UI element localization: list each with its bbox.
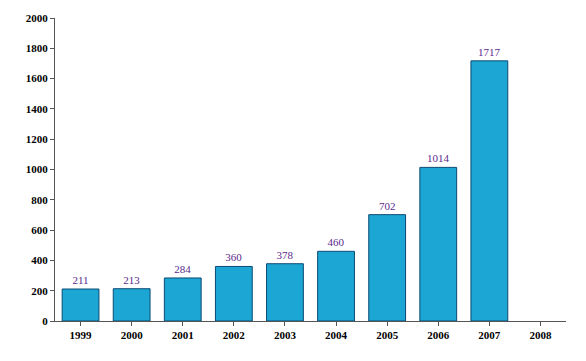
svg-text:284: 284	[174, 263, 191, 275]
svg-text:800: 800	[31, 194, 48, 206]
svg-text:360: 360	[225, 251, 242, 263]
svg-text:2005: 2005	[376, 329, 399, 341]
svg-text:600: 600	[31, 224, 48, 236]
svg-text:2000: 2000	[121, 329, 144, 341]
svg-text:211: 211	[73, 274, 89, 286]
svg-text:0: 0	[42, 315, 48, 327]
svg-text:213: 213	[123, 274, 140, 286]
svg-text:2006: 2006	[427, 329, 450, 341]
svg-text:2002: 2002	[223, 329, 246, 341]
svg-text:2004: 2004	[325, 329, 348, 341]
svg-text:400: 400	[31, 254, 48, 266]
svg-text:200: 200	[31, 285, 48, 297]
svg-text:1000: 1000	[26, 163, 49, 175]
svg-text:460: 460	[328, 236, 345, 248]
svg-text:2007: 2007	[478, 329, 501, 341]
svg-text:1200: 1200	[26, 133, 49, 145]
svg-text:2003: 2003	[274, 329, 297, 341]
svg-text:1400: 1400	[26, 103, 49, 115]
svg-text:2000: 2000	[26, 12, 49, 24]
svg-text:1717: 1717	[478, 46, 501, 58]
svg-text:1800: 1800	[26, 42, 49, 54]
svg-text:702: 702	[379, 200, 396, 212]
svg-text:378: 378	[276, 249, 293, 261]
svg-text:2008: 2008	[529, 329, 552, 341]
svg-text:1999: 1999	[70, 329, 93, 341]
svg-text:1014: 1014	[427, 152, 450, 164]
svg-text:1600: 1600	[26, 72, 49, 84]
svg-text:2001: 2001	[172, 329, 194, 341]
